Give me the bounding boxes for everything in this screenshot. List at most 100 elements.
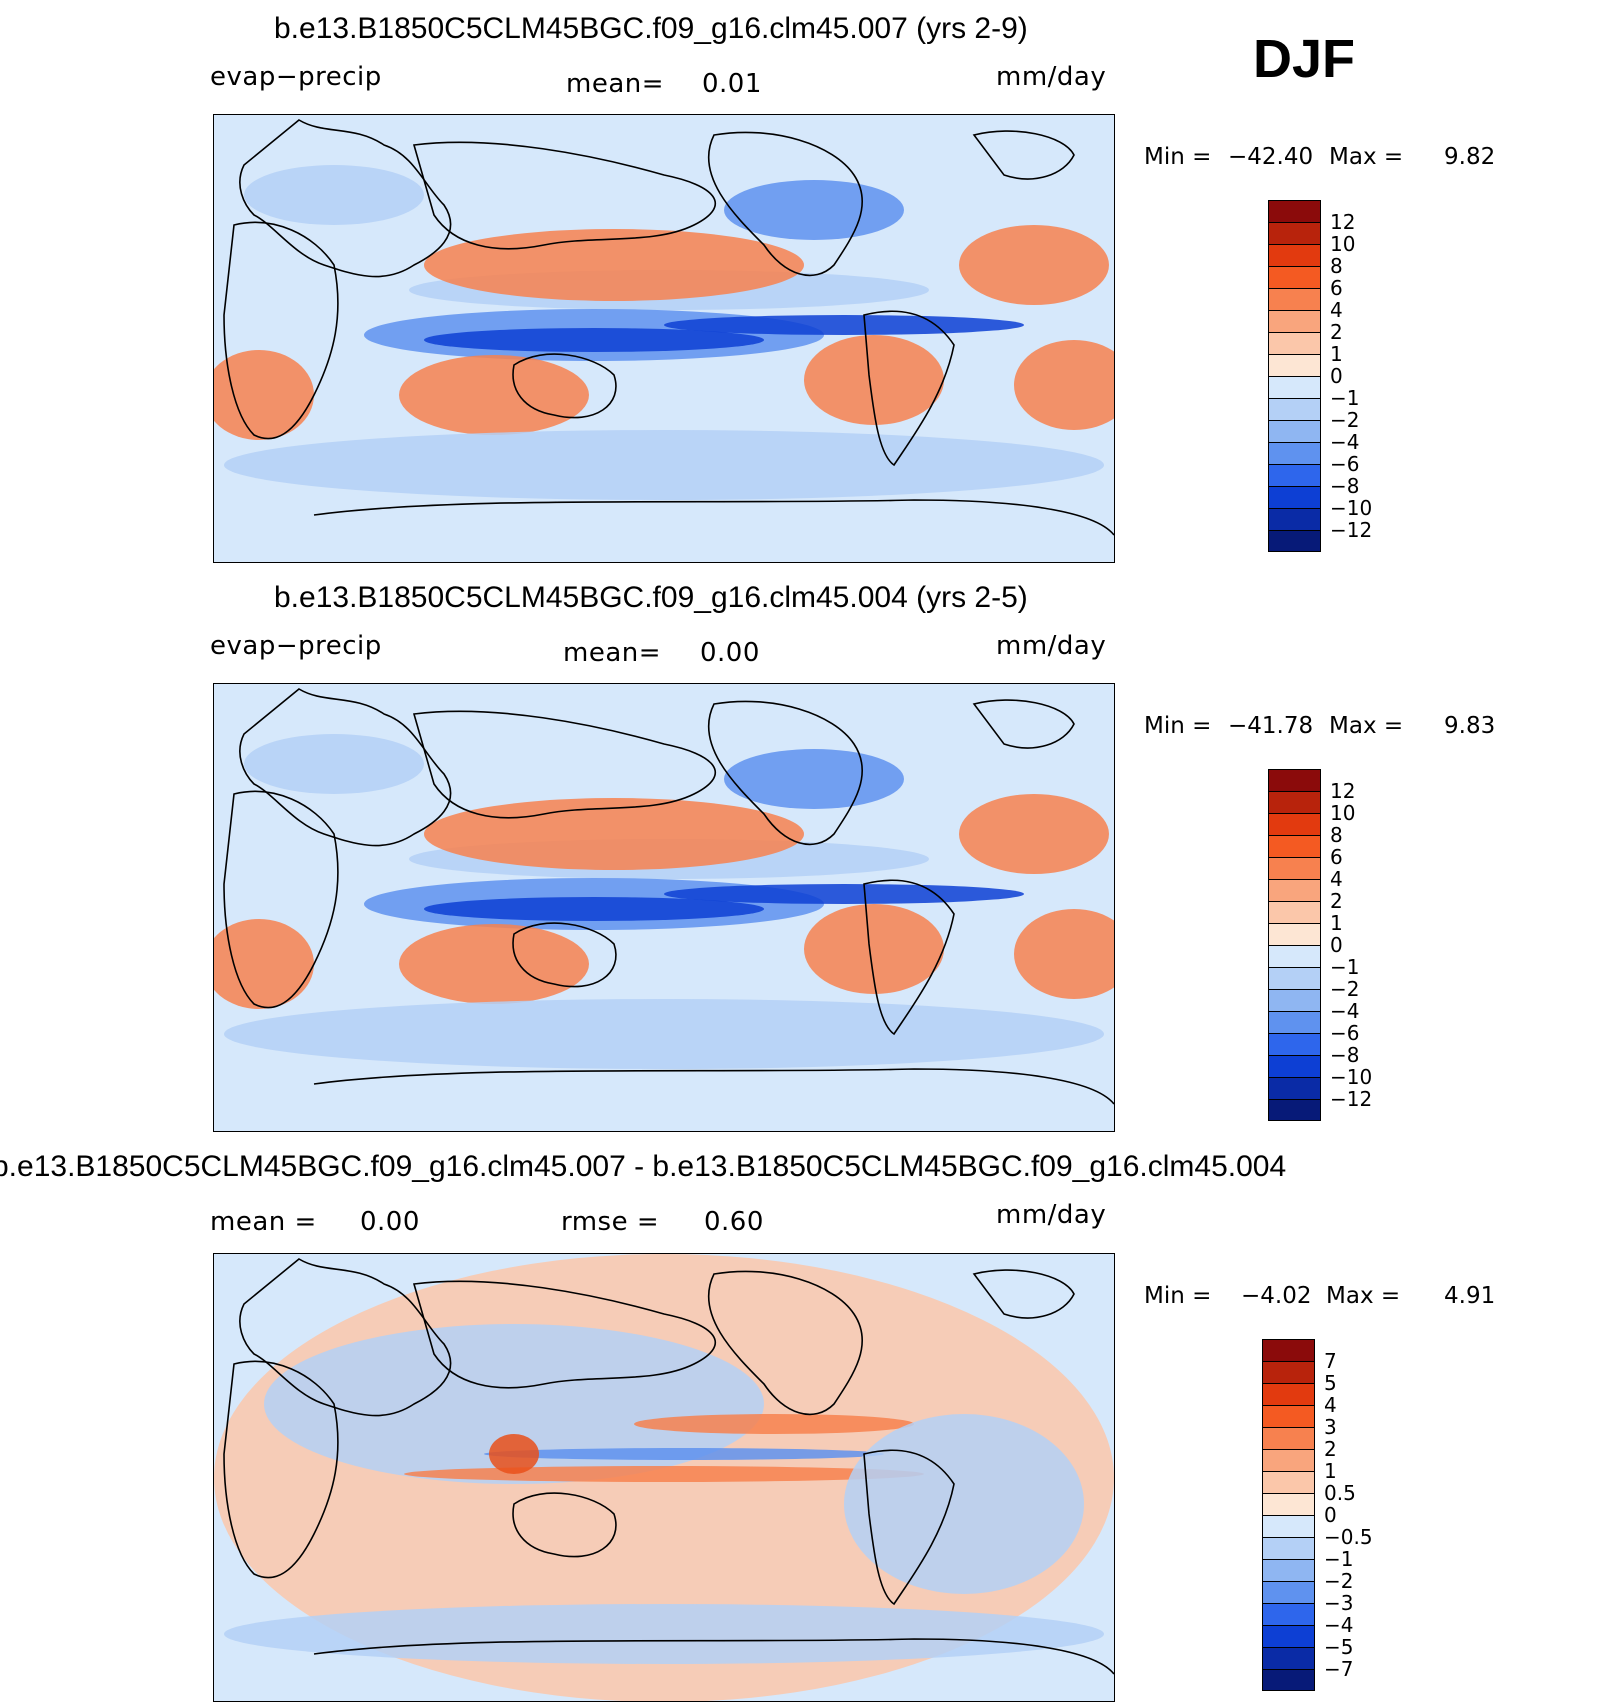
colorbar-tick-label: 10 [1330,801,1356,825]
colorbar-swatch [1268,442,1321,464]
colorbar-tick-label: 0 [1330,364,1343,388]
colorbar-tick-label: −10 [1330,1065,1373,1089]
colorbar-swatch [1268,266,1321,288]
panel-1-mean-label: mean= [566,69,665,99]
colorbar-tick-label: −5 [1324,1635,1354,1659]
field-contour [224,999,1104,1069]
colorbar-tick-label: −6 [1330,452,1360,476]
panel-2-mean-label: mean= [563,638,662,668]
field-contour [404,1466,924,1482]
panel-2-min-label: Min = [1144,713,1212,739]
field-contour [959,794,1109,874]
panel-2-variable: evap−precip [210,631,382,661]
panel-2-mean-value: 0.00 [700,638,760,668]
colorbar-tick-label: 2 [1330,320,1343,344]
colorbar-swatch [1262,1493,1315,1515]
panel-2-units: mm/day [996,631,1107,661]
colorbar-tick-label: −2 [1330,977,1360,1001]
colorbar-tick-label: 1 [1324,1459,1337,1483]
colorbar-swatch [1262,1581,1315,1603]
colorbar-tick-label: −0.5 [1324,1525,1373,1549]
colorbar-swatch [1268,420,1321,442]
coastline [707,131,864,277]
colorbar-tick-label: 5 [1324,1371,1337,1395]
panel-1-variable: evap−precip [210,62,382,92]
panel-1-map [213,114,1115,563]
coastline [972,1269,1075,1319]
panel-3-min-label: Min = [1144,1283,1212,1309]
colorbar-swatch [1262,1559,1315,1581]
field-contour [399,355,589,435]
colorbar-swatch [1268,923,1321,945]
colorbar-swatch [1268,1077,1321,1099]
panel-2-max-value: 9.83 [1444,713,1496,739]
field-contour [664,884,1024,904]
field-contour [214,350,314,440]
field-contour [244,165,424,225]
colorbar-frame [1268,200,1321,552]
colorbar-tick-label: 6 [1330,276,1343,300]
panel-3-max-value: 4.91 [1444,1283,1496,1309]
coastline [223,790,339,1009]
colorbar-tick-label: −8 [1330,474,1360,498]
colorbar-tick-label: −12 [1330,1087,1373,1111]
colorbar-tick-label: 3 [1324,1415,1337,1439]
colorbar-tick-label: 4 [1324,1393,1337,1417]
field-contour [214,919,314,1009]
colorbar-swatch [1268,989,1321,1011]
panel-3-units: mm/day [996,1200,1107,1230]
colorbar-swatch [1268,901,1321,923]
panel-3-map-svg [214,1254,1114,1701]
panel-2-title: b.e13.B1850C5CLM45BGC.f09_g16.clm45.004 … [274,581,1028,614]
coastline [512,353,617,419]
colorbar-swatch [1268,1055,1321,1077]
colorbar-swatch [1262,1603,1315,1625]
coastline [512,1492,617,1558]
field-contour [424,897,764,921]
colorbar-tick-label: −7 [1324,1657,1354,1681]
colorbar-tick-label: 10 [1330,232,1356,256]
coastline [972,130,1075,180]
colorbar-swatch [1268,1011,1321,1033]
colorbar-swatch [1262,1647,1315,1669]
field-contour [844,1414,1084,1594]
field-contour [804,335,944,425]
colorbar-swatch [1262,1515,1315,1537]
coastline [412,1280,716,1389]
coastline [223,221,339,440]
field-contour [1014,340,1114,430]
colorbar-frame [1262,1339,1315,1691]
panel-1-map-svg [214,115,1114,562]
coastline [313,1638,1114,1675]
coastline [239,688,452,847]
colorbar-swatch [1268,879,1321,901]
field-contour [224,430,1104,500]
colorbar-tick-label: −10 [1330,496,1373,520]
colorbar-tick-label: 0 [1324,1503,1337,1527]
colorbar-swatch [1268,1099,1321,1121]
colorbar-swatch [1268,222,1321,244]
panel-3-max-label: Max = [1326,1283,1401,1309]
coastline [412,141,716,250]
colorbar-tick-label: 8 [1330,254,1343,278]
panel-3-rmse-value: 0.60 [704,1207,764,1237]
field-contour [424,798,804,870]
colorbar-swatch [1268,1033,1321,1055]
panel-3-title: b.e13.B1850C5CLM45BGC.f09_g16.clm45.007 … [0,1150,1287,1183]
colorbar-tick-label: 0.5 [1324,1481,1356,1505]
coastline [313,499,1114,536]
field-contour [1014,909,1114,999]
panel-1-min-label: Min = [1144,144,1212,170]
coastline [972,699,1075,749]
colorbar-swatch [1262,1669,1315,1691]
colorbar-swatch [1268,464,1321,486]
field-contour [224,1604,1104,1664]
colorbar-swatch [1268,530,1321,552]
colorbar-tick-label: 2 [1330,889,1343,913]
colorbar-tick-label: 0 [1330,933,1343,957]
colorbar-tick-label: 7 [1324,1349,1337,1373]
colorbar-tick-label: 2 [1324,1437,1337,1461]
colorbar-tick-label: −4 [1330,430,1360,454]
colorbar-tick-label: −2 [1324,1569,1354,1593]
field-contour [804,904,944,994]
